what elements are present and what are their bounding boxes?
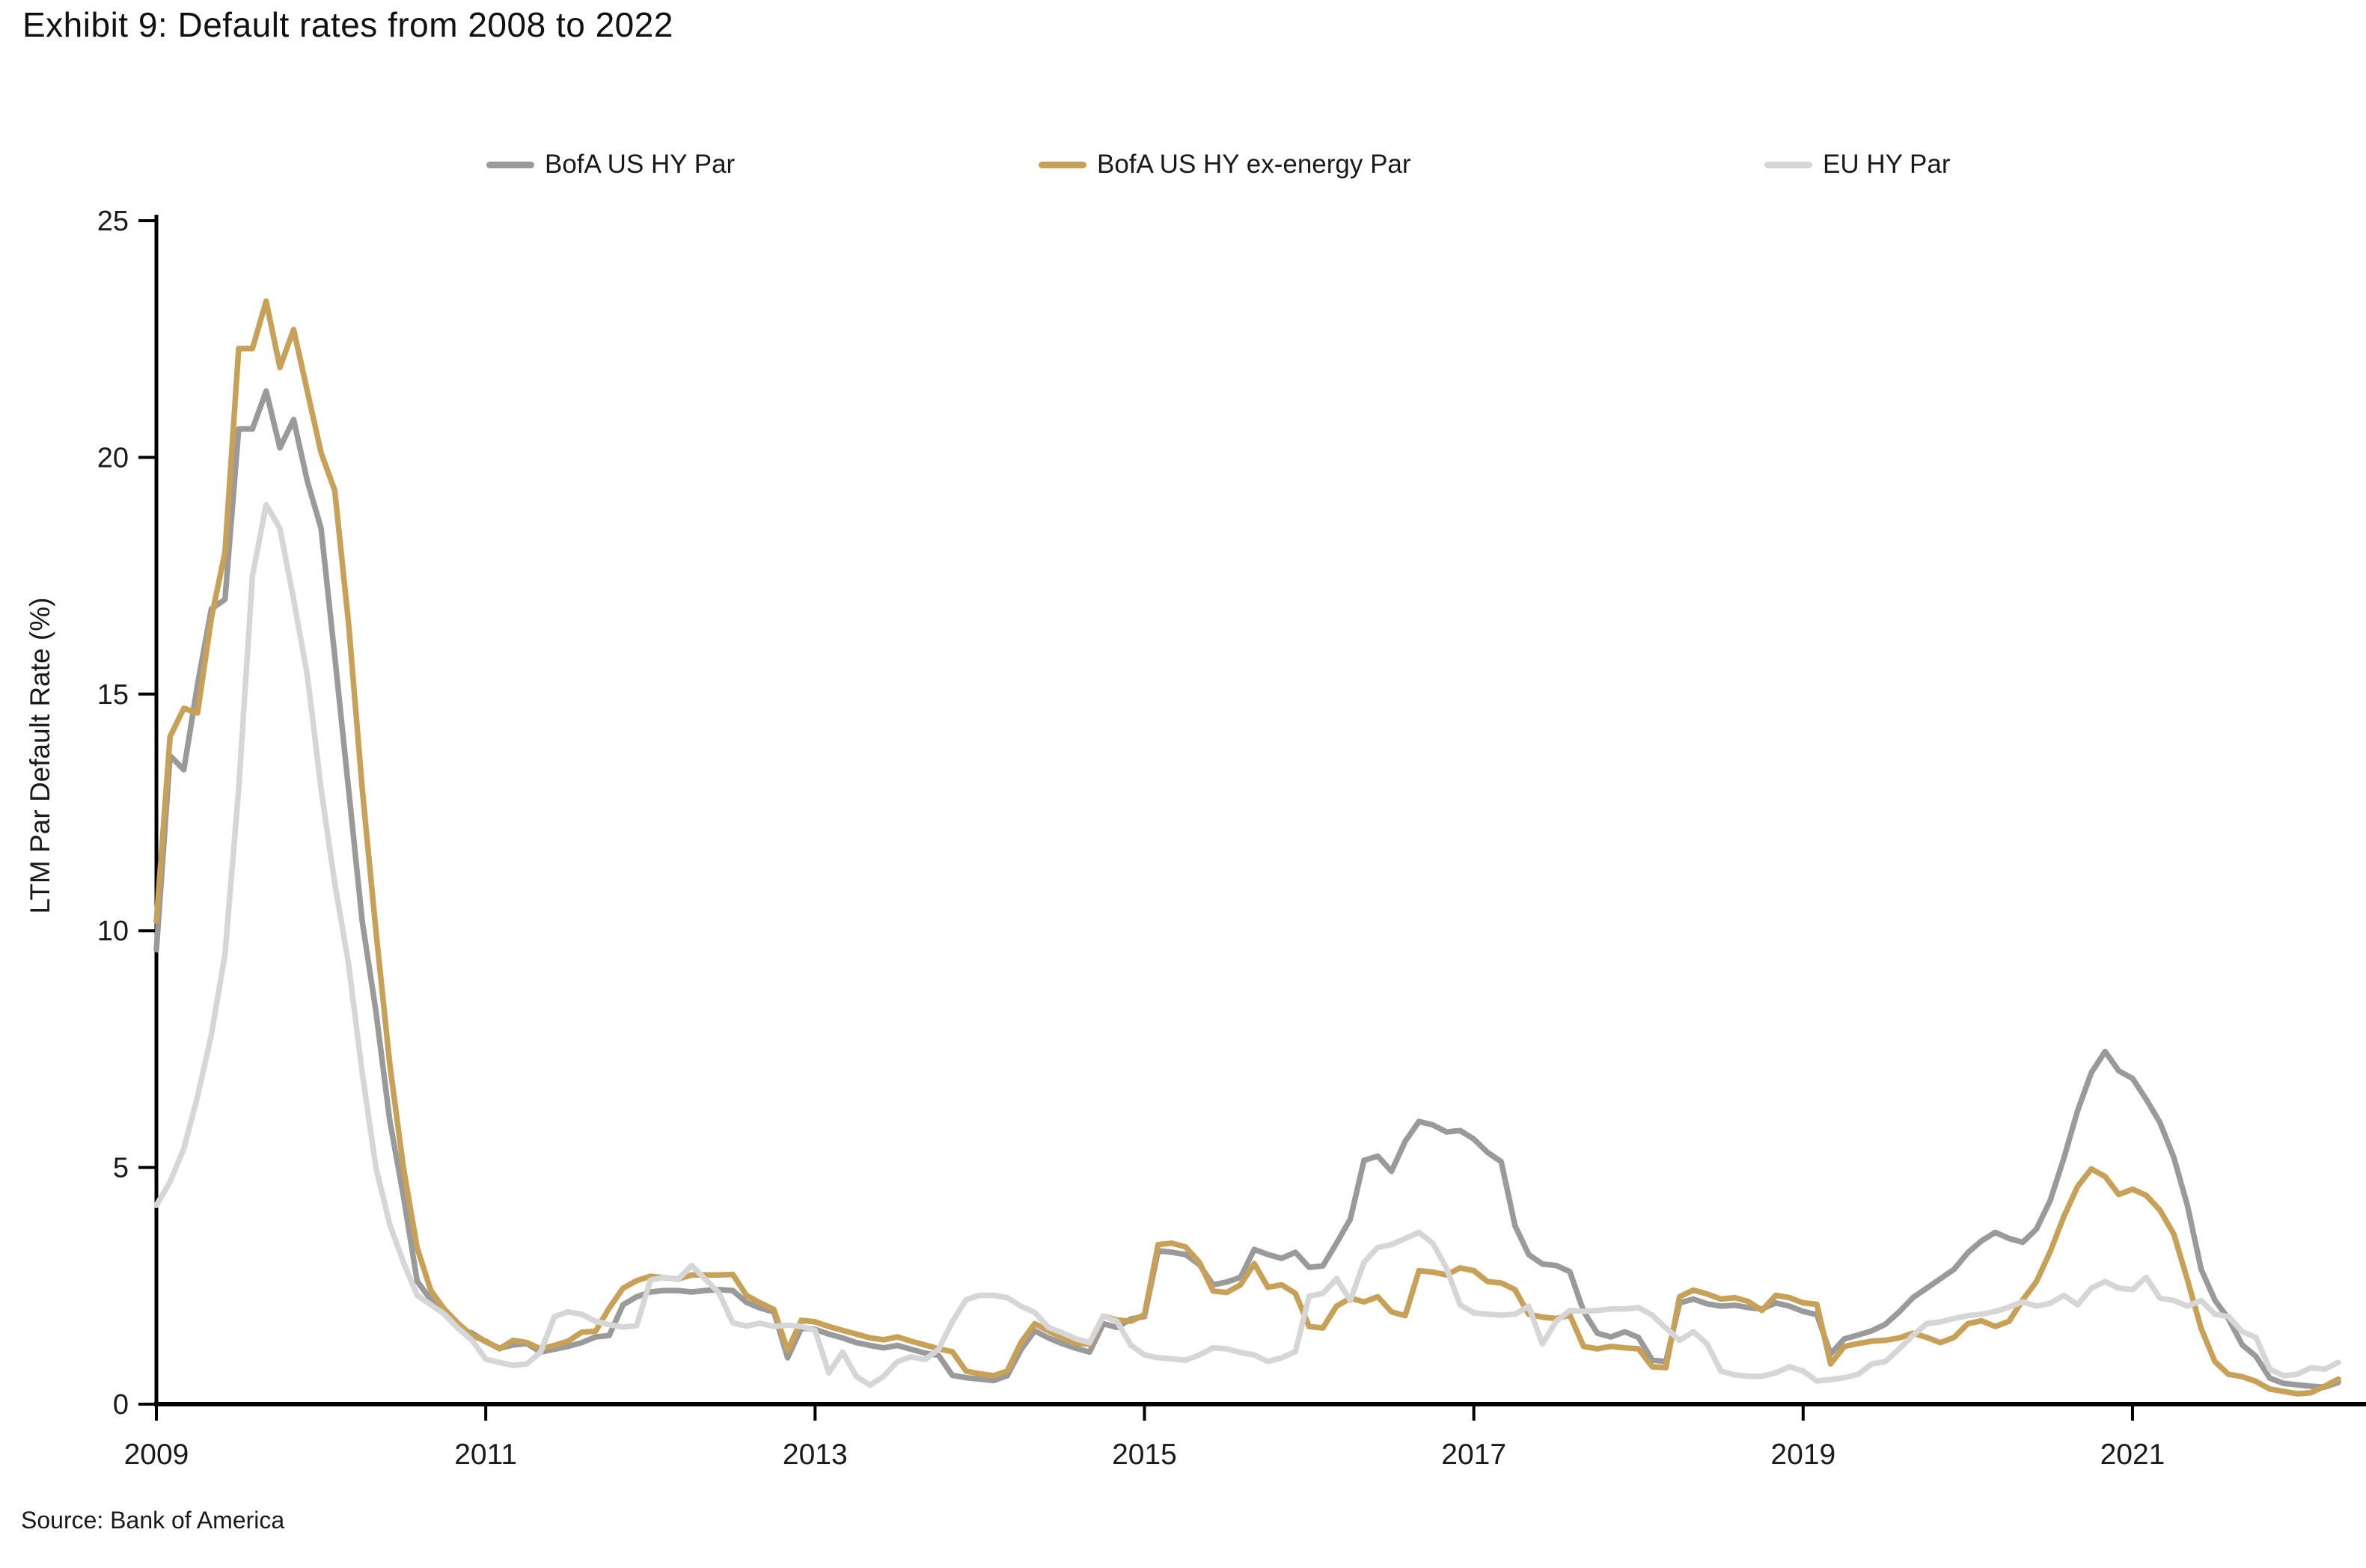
series-line-2 bbox=[153, 501, 2341, 1388]
series-line-1 bbox=[153, 298, 2341, 1397]
legend-label-us-hy: BofA US HY Par bbox=[545, 150, 736, 179]
chart-title: Exhibit 9: Default rates from 2008 to 20… bbox=[22, 5, 673, 44]
y-tick-label: 10 bbox=[97, 916, 129, 947]
legend: BofA US HY Par BofA US HY ex-energy Par … bbox=[0, 147, 2366, 183]
legend-label-eu-hy: EU HY Par bbox=[1823, 150, 1951, 179]
legend-label-us-hy-ex-energy: BofA US HY ex-energy Par bbox=[1097, 150, 1411, 179]
y-tick-label: 15 bbox=[97, 679, 129, 711]
x-tick-label: 2019 bbox=[1770, 1439, 1835, 1471]
x-tick-label: 2021 bbox=[2100, 1439, 2165, 1471]
x-tick-label: 2013 bbox=[783, 1439, 848, 1471]
series-line-0 bbox=[153, 388, 2341, 1390]
legend-item-us-hy-ex-energy: BofA US HY ex-energy Par bbox=[1039, 147, 1411, 183]
y-tick-label: 20 bbox=[97, 442, 129, 474]
source-note: Source: Bank of America bbox=[21, 1507, 285, 1534]
legend-item-us-hy: BofA US HY Par bbox=[486, 147, 735, 183]
x-tick-label: 2011 bbox=[454, 1439, 517, 1471]
x-tick-label: 2015 bbox=[1112, 1439, 1177, 1471]
legend-swatch-us-hy-icon bbox=[486, 161, 534, 168]
legend-swatch-eu-hy-icon bbox=[1764, 161, 1812, 168]
x-tick-label: 2009 bbox=[124, 1439, 189, 1471]
y-tick-label: 0 bbox=[113, 1389, 129, 1421]
y-tick-label: 25 bbox=[97, 206, 129, 237]
y-tick-label: 5 bbox=[113, 1153, 129, 1184]
legend-item-eu-hy: EU HY Par bbox=[1764, 147, 1951, 183]
legend-swatch-us-hy-ex-energy-icon bbox=[1039, 161, 1086, 168]
x-tick-label: 2017 bbox=[1441, 1439, 1506, 1471]
